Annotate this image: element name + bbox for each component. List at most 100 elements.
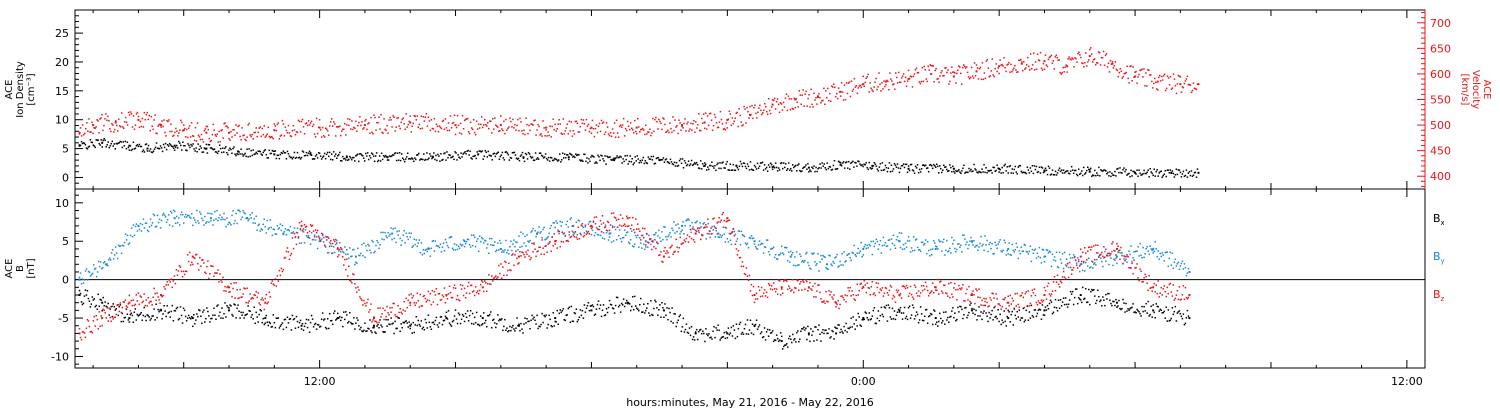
bx-point <box>340 319 342 322</box>
by-point <box>304 229 307 231</box>
velocity-point <box>532 124 534 126</box>
density-point <box>770 163 773 166</box>
by-point <box>977 249 979 252</box>
bx-point <box>1066 306 1069 308</box>
by-point <box>664 226 666 228</box>
density-point <box>381 158 384 161</box>
by-point <box>902 243 905 246</box>
bx-point <box>233 303 235 305</box>
density-point <box>614 157 616 160</box>
bx-point <box>1143 305 1145 308</box>
velocity-point <box>631 128 634 131</box>
density-point <box>974 168 976 170</box>
density-point <box>948 170 950 172</box>
density-point <box>427 158 429 161</box>
density-point <box>767 164 770 166</box>
velocity-point <box>298 120 301 123</box>
bx-point <box>904 317 907 320</box>
bx-point <box>210 317 212 320</box>
by-point <box>876 240 879 243</box>
velocity-point <box>1166 75 1169 77</box>
bx-point <box>701 332 703 335</box>
velocity-point <box>1018 59 1020 62</box>
velocity-point <box>156 132 158 135</box>
by-point <box>573 232 576 235</box>
by-point <box>923 242 926 245</box>
by-point <box>946 239 948 242</box>
velocity-point <box>106 119 108 122</box>
by-point <box>1183 263 1186 265</box>
bx-point <box>1106 298 1108 300</box>
bx-point <box>979 315 981 317</box>
velocity-point <box>398 125 400 127</box>
velocity-point <box>293 129 296 131</box>
velocity-point <box>630 127 633 130</box>
bx-point <box>950 315 952 318</box>
velocity-point <box>1109 59 1112 62</box>
bx-point <box>130 312 133 314</box>
by-point <box>582 226 585 229</box>
velocity-point <box>765 105 767 108</box>
bx-point <box>99 298 101 301</box>
density-point <box>1137 175 1139 177</box>
bx-point <box>453 315 456 317</box>
density-point <box>815 166 817 169</box>
density-point <box>809 169 811 171</box>
density-point <box>805 164 807 166</box>
velocity-point <box>285 129 288 132</box>
bx-point <box>877 310 880 312</box>
density-point <box>742 162 745 164</box>
bx-point <box>624 302 627 304</box>
density-point <box>1006 166 1008 168</box>
velocity-point <box>1192 82 1195 84</box>
density-point <box>983 163 985 166</box>
by-point <box>604 224 607 226</box>
density-point <box>1195 176 1198 178</box>
by-point <box>1173 261 1176 264</box>
bx-point <box>495 326 497 329</box>
velocity-point <box>685 130 687 132</box>
bx-point <box>834 326 836 328</box>
velocity-point <box>986 58 989 61</box>
by-point <box>1140 254 1142 256</box>
by-point <box>851 251 853 254</box>
by-point <box>327 251 330 254</box>
density-point <box>584 153 586 156</box>
velocity-point <box>546 135 548 137</box>
by-point <box>202 219 204 222</box>
by-point <box>267 228 270 230</box>
velocity-point <box>1066 65 1069 68</box>
by-point <box>334 243 337 246</box>
density-point <box>729 163 732 165</box>
by-point <box>752 237 755 239</box>
bx-point <box>560 311 562 314</box>
velocity-point <box>394 130 396 132</box>
bx-point <box>857 312 859 315</box>
by-point <box>424 249 427 251</box>
by-point <box>1133 251 1135 253</box>
bx-point <box>95 304 98 307</box>
by-point <box>660 240 662 242</box>
velocity-point <box>759 104 761 107</box>
by-point <box>860 241 862 244</box>
by-point <box>539 232 541 234</box>
density-point <box>121 146 124 149</box>
bx-point <box>1089 303 1091 306</box>
density-point <box>409 158 412 160</box>
bx-point <box>220 317 222 319</box>
velocity-point <box>380 113 382 116</box>
density-point <box>1092 174 1094 176</box>
velocity-point <box>419 128 422 130</box>
bz-point <box>142 300 144 303</box>
bx-point <box>571 320 574 323</box>
by-point <box>623 229 626 231</box>
bx-point <box>503 325 505 328</box>
bx-point <box>688 327 691 329</box>
velocity-point <box>250 135 252 138</box>
by-point <box>215 218 217 220</box>
field-axis-y-title-line: B <box>15 265 26 272</box>
velocity-point <box>839 95 842 97</box>
velocity-point <box>910 76 913 78</box>
velocity-point <box>1001 63 1003 66</box>
bx-point <box>784 344 787 346</box>
